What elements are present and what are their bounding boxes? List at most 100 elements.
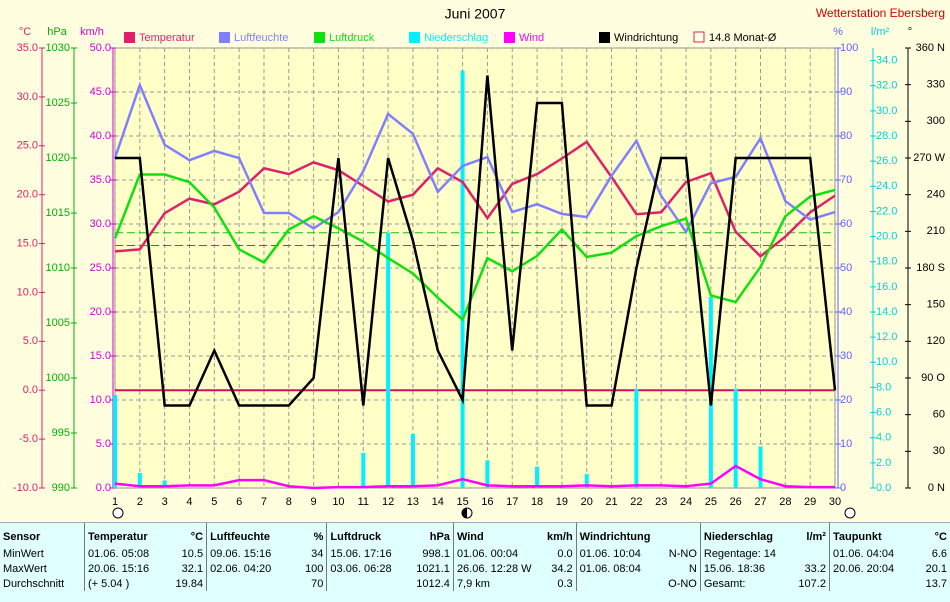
table-cell: 15.06. 17:16 [326, 546, 410, 561]
x-tick-label: 10 [332, 496, 344, 508]
y-tick-label: 180 S [916, 262, 945, 274]
table-cell: (+ 5.04 ) [83, 576, 168, 591]
table-cell: 01.06. 05:08 [83, 546, 168, 561]
statistics-panel: Sensor Temperatur °C Luftfeuchte% Luftdruck h… [0, 522, 950, 602]
y-tick-label: 30.0 [17, 91, 38, 103]
table-cell: 20.06. 20:04 [828, 561, 913, 576]
table-cell: Temperatur [83, 523, 168, 546]
legend-swatch [409, 32, 420, 43]
table-cell: 03.06. 06:28 [326, 561, 410, 576]
y-tick-label: 150 [927, 299, 945, 311]
y-tick-label: 0.0 [96, 482, 111, 494]
table-cell: N-NO [668, 547, 697, 560]
y-tick-label: 120 [927, 335, 945, 347]
legend-label: 14.8 Monat-Ø [709, 32, 777, 44]
legend-label: Luftfeuchte [234, 32, 288, 44]
x-tick-label: 9 [311, 496, 317, 508]
y-tick-label: 28.0 [876, 130, 897, 142]
table-cell: 19.84 [175, 577, 204, 590]
y-tick-label: 15.0 [90, 350, 111, 362]
chart: Juni 2007 Wetterstation Ebersberg °C 35.0… [13, 6, 946, 519]
y-tick-label: 22.0 [876, 205, 897, 217]
series-line [114, 464, 835, 490]
precipitation-bar [733, 388, 738, 488]
y-tick-label: 1010 [46, 262, 70, 274]
table-cell: °C [190, 530, 204, 543]
chart-title: Juni 2007 [445, 6, 506, 22]
table-cell [575, 576, 661, 591]
table-cell: km/h [546, 530, 573, 543]
table-cell: 0.3 [557, 577, 573, 590]
x-tick-label: 7 [261, 496, 267, 508]
precipitation-bar [113, 394, 117, 488]
y-tick-label: 26.0 [876, 155, 897, 167]
precipitation-bar [634, 388, 639, 488]
y-tick-label: 16.0 [876, 281, 897, 293]
y-tick-label: 1020 [46, 152, 70, 164]
x-tick-label: 2 [137, 496, 143, 508]
y-tick-label: 45.0 [90, 86, 111, 98]
y-tick-label: 240 [927, 189, 945, 201]
y-tick-label: 50 [840, 262, 852, 274]
precipitation-bar [584, 474, 589, 488]
table-row: Durchschnitt (+ 5.04 ) 19.84 70 1012.4 7,9 km… [0, 576, 950, 591]
table-cell: 01.06. 10:04 [575, 546, 661, 561]
y-tick-label: 0 [840, 482, 846, 494]
y-tick-label: 8.0 [876, 381, 891, 393]
x-tick-label: 14 [432, 496, 444, 508]
y-tick-label: 14.0 [876, 306, 897, 318]
x-tick-label: 24 [680, 496, 692, 508]
y-tick-label: 40 [840, 306, 852, 318]
table-cell: Luftfeuchte [206, 523, 290, 546]
y-tick-label: 270 W [913, 152, 945, 164]
table-cell: 70 [311, 577, 324, 590]
y-tick-label: -10.0 [13, 482, 38, 494]
precipitation-bar [137, 472, 142, 488]
precipitation-bar [535, 466, 540, 488]
axis-unit: °C [19, 26, 31, 38]
legend-label: Luftdruck [329, 32, 375, 44]
x-tick-label: 12 [382, 496, 394, 508]
table-cell: 100 [305, 562, 324, 575]
table-cell: 26.06. 12:28 W [452, 561, 539, 576]
y-tick-label: 70 [840, 174, 852, 186]
y-tick-label: 35.0 [90, 174, 111, 186]
table-cell: 02.06. 04:20 [206, 561, 290, 576]
legend-swatch [504, 32, 515, 43]
y-tick-label: 4.0 [876, 432, 891, 444]
axis-unit: ° [908, 26, 912, 38]
statistics-table: Sensor Temperatur °C Luftfeuchte% Luftdruck h… [0, 523, 950, 591]
x-tick-label: 16 [481, 496, 493, 508]
series-line [113, 81, 836, 235]
legend-swatch [124, 32, 135, 43]
y-tick-label: 20.0 [17, 189, 38, 201]
y-tick-label: -5.0 [19, 433, 38, 445]
y-tick-label: 34.0 [876, 54, 897, 66]
table-cell: °C [934, 530, 947, 543]
x-tick-label: 4 [186, 496, 192, 508]
y-tick-label: 5.0 [23, 335, 38, 347]
table-cell [790, 546, 829, 561]
table-cell: l/m² [806, 530, 826, 543]
chart-subtitle: Wetterstation Ebersberg [816, 6, 945, 20]
y-tick-label: 300 [927, 115, 945, 127]
legend-swatch [599, 32, 610, 43]
table-cell: 09.06. 15:16 [206, 546, 290, 561]
legend-label: Wind [519, 32, 544, 44]
y-tick-label: 1025 [46, 97, 70, 109]
table-cell: 01.06. 04:04 [828, 546, 913, 561]
table-cell: 998.1 [422, 547, 450, 560]
y-tick-label: 30 [933, 445, 945, 457]
y-tick-label: 25.0 [90, 262, 111, 274]
table-cell: 1012.4 [416, 577, 450, 590]
table-cell [661, 523, 700, 546]
table-cell: MinWert [3, 547, 44, 560]
y-tick-label: 25.0 [17, 140, 38, 152]
y-tick-label: 80 [840, 130, 852, 142]
x-tick-label: 18 [531, 496, 543, 508]
y-tick-label: 0.0 [876, 482, 891, 494]
precipitation-bar [485, 460, 490, 488]
table-cell: 20.06. 15:16 [83, 561, 168, 576]
x-tick-label: 17 [506, 496, 518, 508]
x-tick-label: 19 [556, 496, 568, 508]
